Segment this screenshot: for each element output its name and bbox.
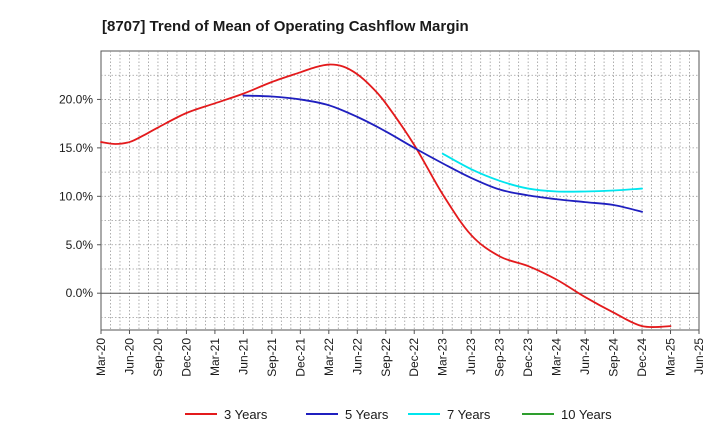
x-tick-label: Mar-21: [208, 338, 222, 376]
x-tick-label: Sep-20: [151, 338, 165, 377]
x-tick-label: Jun-21: [236, 338, 250, 375]
legend-label-7-years: 7 Years: [447, 407, 491, 422]
series-lines: [100, 63, 672, 329]
y-tick-label: 0.0%: [66, 286, 94, 300]
series-line-3-years: [100, 63, 672, 329]
series-line-5-years: [242, 94, 643, 213]
y-tick-label: 20.0%: [59, 92, 93, 106]
legend-label-5-years: 5 Years: [345, 407, 389, 422]
x-tick-label: Sep-21: [265, 338, 279, 377]
x-tick-label: Jun-24: [578, 338, 592, 375]
x-tick-label: Jun-23: [464, 338, 478, 375]
x-tick-label: Jun-25: [692, 338, 706, 375]
legend: 3 Years 5 Years 7 Years 10 Years: [185, 407, 612, 422]
x-tick-label: Sep-23: [493, 338, 507, 377]
x-tick-label: Dec-22: [407, 338, 421, 377]
y-axis: 0.0% 5.0% 10.0% 15.0% 20.0%: [59, 92, 101, 300]
x-tick-label: Mar-20: [94, 338, 108, 376]
x-tick-label: Mar-23: [436, 338, 450, 376]
legend-label-3-years: 3 Years: [224, 407, 268, 422]
chart-title: [8707] Trend of Mean of Operating Cashfl…: [102, 18, 469, 35]
x-tick-label: Mar-22: [322, 338, 336, 376]
x-tick-label: Dec-21: [293, 338, 307, 377]
x-tick-label: Sep-22: [379, 338, 393, 377]
x-tick-label: Jun-22: [350, 338, 364, 375]
x-tick-label: Sep-24: [607, 338, 621, 377]
x-axis: Mar-20 Jun-20 Sep-20 Dec-20 Mar-21 Jun-21 Sep-…: [94, 330, 706, 377]
y-tick-label: 5.0%: [66, 238, 94, 252]
x-tick-label: Dec-23: [521, 338, 535, 377]
x-tick-label: Mar-24: [550, 338, 564, 376]
y-tick-label: 15.0%: [59, 141, 93, 155]
x-tick-label: Dec-24: [635, 338, 649, 377]
y-tick-label: 10.0%: [59, 189, 93, 203]
legend-label-10-years: 10 Years: [561, 407, 612, 422]
series-line-7-years: [441, 152, 643, 193]
x-tick-label: Mar-25: [664, 338, 678, 376]
x-tick-label: Dec-20: [179, 338, 193, 377]
x-tick-label: Jun-20: [122, 338, 136, 375]
grid: [101, 51, 699, 330]
